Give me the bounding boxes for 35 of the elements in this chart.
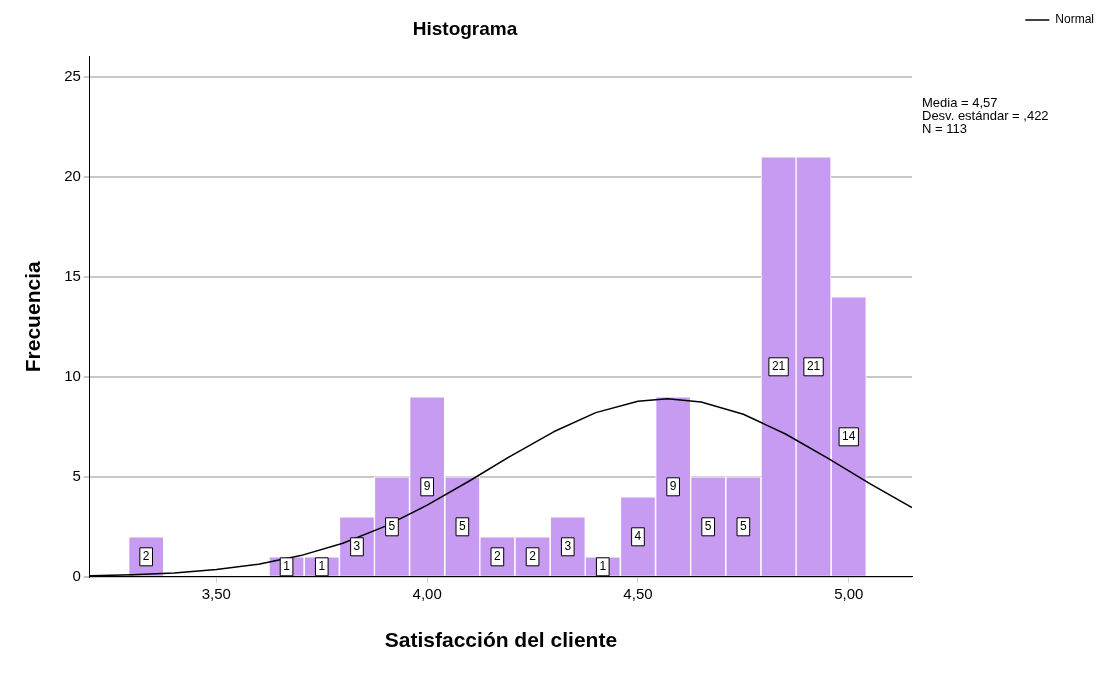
x-axis-title: Satisfacción del cliente	[384, 628, 618, 652]
y-tick-label: 5	[72, 466, 81, 484]
x-tick-label: 5,00	[834, 584, 864, 602]
data-label: 5	[388, 519, 396, 534]
text: N = 113	[922, 120, 967, 136]
data-label: 4	[634, 529, 642, 544]
data-label: 1	[283, 559, 291, 574]
data-label: 5	[459, 519, 467, 534]
data-label: 5	[740, 519, 748, 534]
x-tick-label: 4,00	[412, 584, 442, 602]
y-tick-label: 20	[64, 166, 81, 184]
x-tick-label: 3,50	[201, 584, 231, 602]
data-label: 3	[353, 539, 361, 554]
data-label: 21	[771, 359, 786, 374]
chart-title: Histograma	[412, 17, 518, 39]
legend-label: Normal	[1055, 12, 1094, 27]
data-label: 1	[599, 559, 607, 574]
text: Media = 4,57	[922, 94, 998, 110]
data-label: 9	[669, 479, 677, 494]
data-label: 2	[142, 549, 150, 564]
y-tick-label: 25	[64, 66, 81, 84]
data-label: 5	[704, 519, 712, 534]
data-label: 2	[494, 549, 502, 564]
y-axis-title: Frecuencia	[21, 261, 45, 373]
text: Desv. estándar = ,422	[922, 107, 1049, 123]
data-label: 14	[842, 429, 856, 444]
data-label: 1	[318, 559, 326, 574]
data-label: 2	[529, 549, 537, 564]
y-tick-label: 10	[64, 366, 81, 384]
y-tick-label: 0	[72, 566, 81, 584]
y-tick-label: 15	[64, 266, 81, 284]
x-tick-label: 4,50	[623, 584, 653, 602]
data-label: 3	[564, 539, 572, 554]
data-label: 21	[806, 359, 821, 374]
data-label: 9	[423, 479, 431, 494]
